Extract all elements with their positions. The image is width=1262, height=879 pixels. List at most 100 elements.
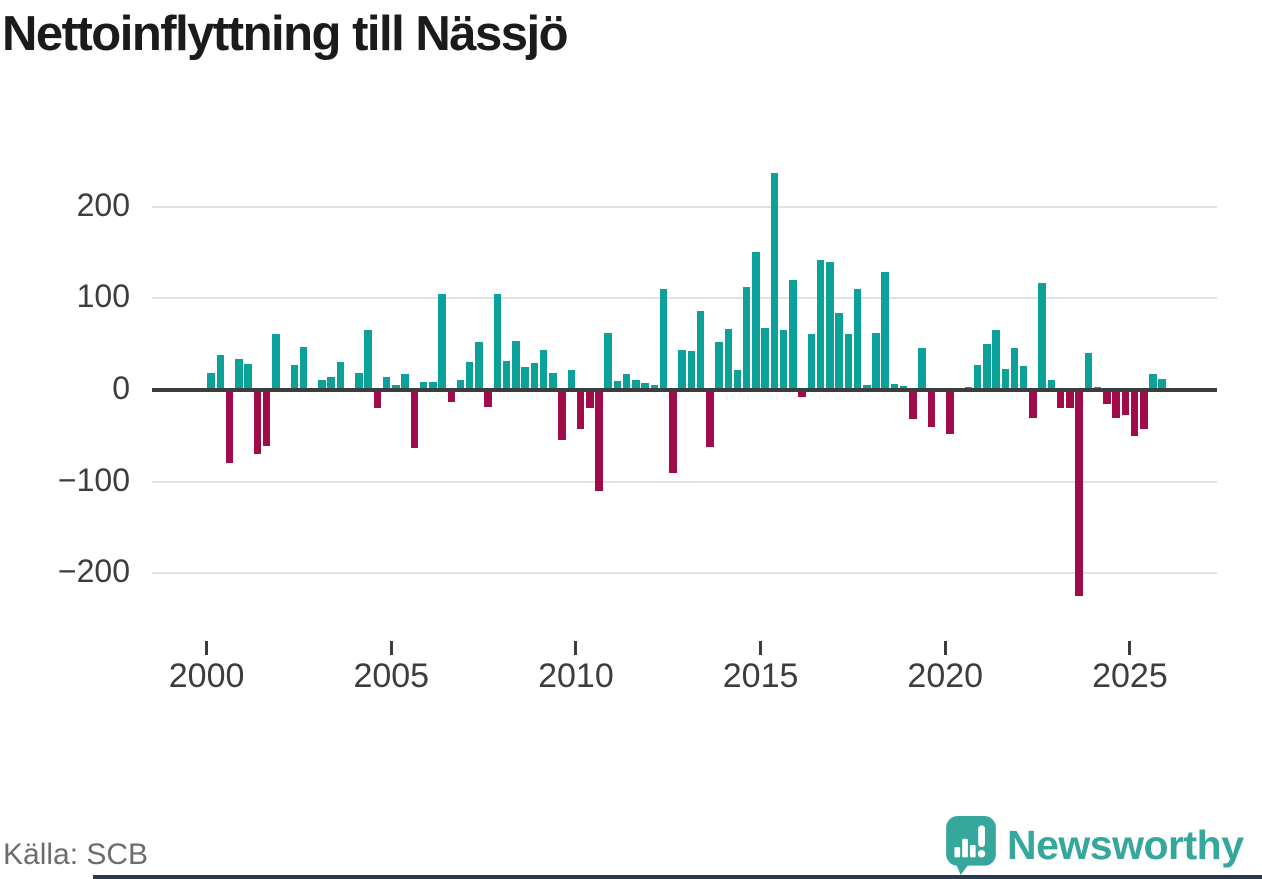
bar-positive — [419, 381, 428, 390]
bar-positive — [502, 360, 511, 390]
bar-negative — [1140, 390, 1148, 430]
bar-positive — [1149, 374, 1157, 390]
bar-positive — [650, 385, 659, 390]
x-axis-tick-label: 2020 — [907, 657, 984, 695]
bar-positive — [872, 333, 880, 390]
bar-positive — [438, 293, 446, 390]
bar-positive — [890, 383, 899, 390]
y-axis-tick-label: −200 — [57, 553, 130, 590]
bar-positive — [983, 344, 991, 390]
bar-negative — [909, 390, 917, 420]
bar-positive — [401, 374, 409, 390]
bar-positive — [918, 347, 926, 390]
bar-positive — [687, 350, 696, 390]
bar-negative — [1112, 390, 1120, 418]
x-axis-tick-mark — [1128, 641, 1132, 655]
y-gridline — [152, 205, 1217, 208]
bar-negative — [586, 390, 594, 409]
x-axis-tick-label: 2025 — [1092, 657, 1168, 695]
bar-negative — [595, 390, 603, 491]
bar-negative — [373, 390, 382, 409]
bar-negative — [946, 390, 954, 435]
bar-positive — [1001, 368, 1010, 390]
bar-positive — [521, 367, 529, 390]
bar-negative — [1066, 390, 1074, 409]
bar-positive — [863, 385, 871, 390]
bar-negative — [1056, 390, 1065, 409]
bar-positive — [456, 379, 465, 390]
bar-positive — [742, 287, 751, 390]
bar-negative — [558, 390, 566, 441]
bar-positive — [770, 172, 779, 390]
bar-negative — [484, 390, 492, 408]
bar-positive — [1019, 366, 1028, 390]
bar-negative — [798, 390, 806, 398]
bar-positive — [216, 355, 225, 390]
bar-positive — [475, 342, 483, 390]
bar-positive — [733, 369, 742, 390]
bar-positive — [272, 334, 280, 390]
chart-title: Nettoinflyttning till Nässjö — [2, 7, 569, 61]
bar-positive — [1084, 353, 1093, 390]
bar-positive — [881, 271, 889, 390]
bar-negative — [1103, 390, 1111, 404]
bar-positive — [355, 372, 363, 390]
bar-positive — [752, 252, 760, 390]
bar-positive — [244, 364, 252, 390]
y-axis-tick-label: 100 — [76, 278, 130, 315]
bar-positive — [696, 311, 705, 390]
bar-positive — [816, 259, 825, 390]
bar-negative — [1130, 390, 1139, 436]
newsworthy-logo-link[interactable]: Newsworthy — [946, 816, 1244, 875]
bar-negative — [1029, 390, 1037, 419]
x-axis-tick-mark — [943, 641, 947, 655]
x-axis-tick-label: 2000 — [168, 657, 245, 695]
bar-negative — [669, 390, 677, 473]
x-axis-zero-line — [152, 388, 1217, 392]
bar-positive — [724, 329, 733, 390]
bar-positive — [761, 327, 769, 390]
bar-positive — [807, 334, 816, 390]
bar-positive — [327, 377, 335, 390]
bar-positive — [299, 346, 308, 390]
bar-positive — [1158, 378, 1166, 390]
x-axis-tick-label: 2015 — [722, 657, 799, 695]
y-gridline — [152, 572, 1217, 575]
bar-positive — [318, 379, 326, 390]
bar-positive — [290, 365, 299, 390]
y-gridline — [152, 480, 1217, 483]
x-axis-tick-mark — [389, 641, 393, 655]
bar-positive — [715, 342, 723, 390]
bar-positive — [1038, 282, 1046, 390]
bar-negative — [410, 390, 419, 448]
bar-positive — [364, 330, 372, 390]
bar-negative — [1075, 390, 1083, 597]
bar-positive — [207, 373, 215, 390]
newsworthy-logo-icon — [946, 816, 996, 875]
x-axis-tick-label: 2005 — [353, 657, 430, 695]
bar-negative — [927, 390, 936, 427]
bar-positive — [512, 341, 520, 390]
bar-positive — [539, 349, 548, 390]
source-label: Källa: SCB — [3, 838, 149, 871]
bar-positive — [789, 279, 797, 390]
x-axis-tick-mark — [574, 641, 578, 655]
bar-positive — [567, 369, 576, 390]
y-axis-tick-label: 200 — [76, 186, 130, 223]
bar-positive — [826, 261, 834, 390]
bar-positive — [530, 363, 539, 390]
bar-negative — [253, 390, 262, 455]
bar-negative — [706, 390, 714, 447]
bar-positive — [1047, 379, 1056, 390]
bar-positive — [632, 379, 640, 390]
bar-negative — [447, 390, 456, 402]
bar-positive — [429, 381, 437, 390]
bar-positive — [604, 333, 612, 390]
x-axis-tick-label: 2010 — [538, 657, 614, 695]
bar-positive — [392, 385, 400, 390]
bar-positive — [382, 377, 391, 390]
bar-positive — [835, 312, 843, 390]
x-axis-tick-mark — [759, 641, 763, 655]
bar-positive — [973, 365, 982, 390]
